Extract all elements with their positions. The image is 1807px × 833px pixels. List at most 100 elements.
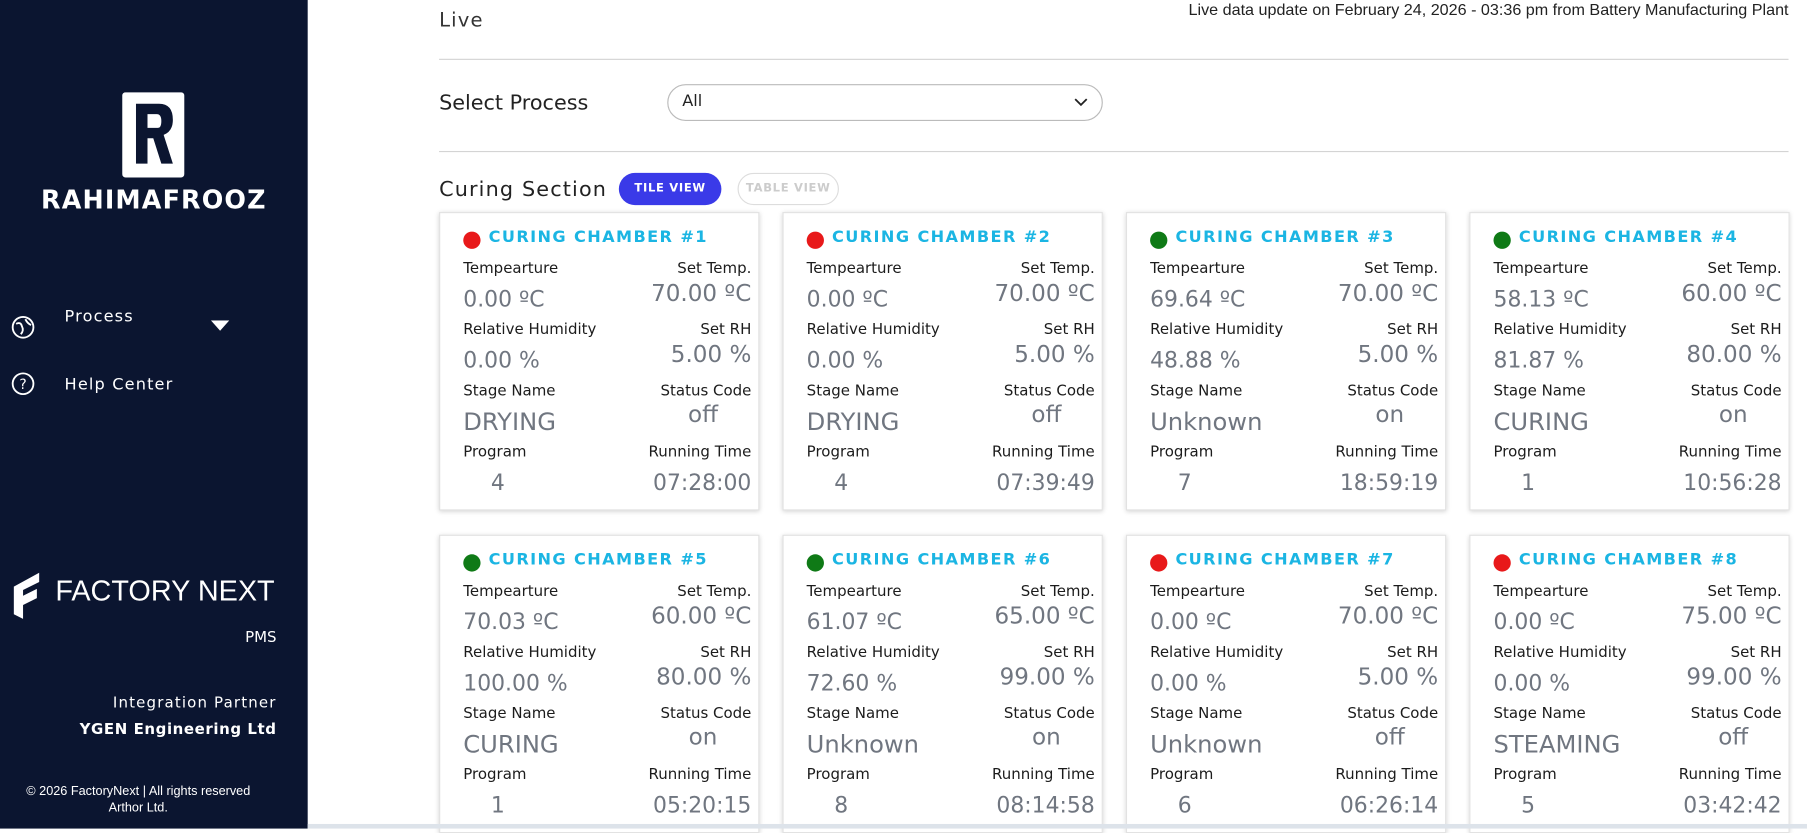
field-value: 70.00 ºC [1337, 278, 1439, 307]
field-value: off [1031, 399, 1062, 428]
field-label: Tempearture [1150, 260, 1246, 278]
status-dot [806, 231, 824, 249]
field-label: Running Time [991, 443, 1095, 461]
sidebar: RAHIMAFROOZ Process ? Help Center FACTOR… [0, 0, 308, 829]
field-label: Tempearture [806, 260, 902, 278]
globe-icon [11, 315, 35, 339]
field-label: Stage Name [1493, 705, 1586, 723]
process-select[interactable]: All [667, 84, 1103, 122]
field-label: Program [1150, 443, 1214, 461]
field-value: 69.64 ºC [1150, 286, 1246, 313]
field-label: Stage Name [1150, 705, 1243, 723]
field-value: on [688, 722, 718, 751]
field-label: Status Code [660, 382, 752, 400]
chamber-card[interactable]: CURING CHAMBER #1 Tempearture Set Temp. 0.0… [439, 212, 760, 511]
field-label: Running Time [648, 766, 752, 784]
field-label: Set Temp. [1707, 583, 1782, 601]
field-value: 80.00 % [1686, 339, 1782, 368]
field-label: Relative Humidity [1150, 321, 1284, 339]
field-value: 0.00 % [1493, 670, 1571, 697]
field-value: 61.07 ºC [806, 609, 902, 635]
field-label: Relative Humidity [806, 644, 940, 662]
nav-item[interactable]: Help Center [64, 375, 174, 395]
field-label: Relative Humidity [1493, 321, 1627, 339]
field-label: Set Temp. [677, 260, 752, 278]
field-value: 07:39:49 [996, 470, 1095, 496]
chamber-card[interactable]: CURING CHAMBER #7 Tempearture Set Temp. 0.0… [1125, 534, 1447, 833]
tab-button[interactable]: TILE VIEW [618, 172, 722, 206]
field-value: STEAMING [1493, 730, 1621, 759]
field-label: Set Temp. [677, 583, 752, 601]
copyright: © 2026 FactoryNext | All rights reserved [26, 784, 251, 799]
copyright: Arthor Ltd. [108, 800, 168, 815]
chamber-name: CURING CHAMBER #7 [1175, 550, 1395, 570]
factory-logo [13, 572, 40, 619]
field-label: Set RH [700, 644, 752, 662]
field-value: off [1718, 722, 1749, 751]
status-dot [1150, 554, 1168, 572]
field-value: 10:56:28 [1683, 470, 1782, 496]
field-label: Tempearture [1493, 583, 1589, 601]
field-value: 81.87 % [1493, 348, 1584, 374]
caret-icon[interactable] [210, 320, 232, 332]
scroll-edge [307, 823, 1807, 829]
chamber-name: CURING CHAMBER #5 [488, 550, 708, 570]
chamber-card[interactable]: CURING CHAMBER #2 Tempearture Set Temp. 0.0… [782, 212, 1103, 511]
status-dot [1150, 231, 1168, 249]
chevron [1074, 98, 1088, 107]
field-value: DRYING [806, 407, 900, 436]
field-label: Running Time [1335, 443, 1439, 461]
field-value: 0.00 % [1150, 670, 1227, 697]
chamber-card[interactable]: CURING CHAMBER #8 Tempearture Set Temp. 0.0… [1469, 534, 1790, 833]
field-value: 0.00 ºC [1150, 609, 1232, 635]
field-label: Relative Humidity [463, 321, 597, 339]
section-title: Curing Section [439, 177, 608, 202]
status-dot [463, 231, 481, 249]
field-value: 5.00 % [1357, 339, 1439, 368]
field-value: 06:26:14 [1339, 792, 1439, 819]
chamber-name: CURING CHAMBER #6 [832, 550, 1052, 570]
field-label: Stage Name [806, 382, 899, 400]
field-value: CURING [463, 730, 559, 759]
field-label: Set Temp. [1020, 260, 1095, 278]
field-value: Unknown [806, 730, 920, 759]
field-value: 05:20:15 [653, 792, 752, 819]
field-label: Set RH [1730, 321, 1782, 339]
product-sub: PMS [245, 629, 277, 647]
field-label: Relative Humidity [1493, 644, 1627, 662]
field-label: Stage Name [463, 705, 556, 723]
status-dot [463, 554, 481, 572]
field-label: Running Time [648, 443, 752, 461]
chamber-card[interactable]: CURING CHAMBER #6 Tempearture Set Temp. 61.… [782, 534, 1103, 833]
tab-button[interactable]: TABLE VIEW [737, 172, 839, 206]
field-value: 0.00 ºC [806, 286, 889, 313]
field-label: Program [1493, 443, 1557, 461]
field-label: Set RH [1730, 644, 1782, 662]
field-label: Set Temp. [1364, 583, 1439, 601]
field-label: Tempearture [463, 260, 559, 278]
chamber-card[interactable]: CURING CHAMBER #5 Tempearture Set Temp. 70.… [439, 534, 760, 833]
field-value: 03:42:42 [1683, 792, 1782, 819]
field-value: 70.00 ºC [1337, 601, 1439, 630]
brand-name: RAHIMAFROOZ [41, 186, 267, 216]
field-label: Relative Humidity [463, 644, 597, 662]
chamber-card[interactable]: CURING CHAMBER #3 Tempearture Set Temp. 69.… [1125, 212, 1447, 511]
partner-label: Integration Partner [112, 694, 277, 713]
nav-item[interactable]: Process [64, 307, 134, 327]
page-title: Live [439, 9, 484, 33]
field-label: Set RH [700, 321, 752, 339]
field-label: Set Temp. [1707, 260, 1782, 278]
field-label: Status Code [1003, 705, 1095, 723]
field-label: Program [463, 766, 527, 784]
field-label: Set RH [1043, 321, 1095, 339]
field-value: on [1718, 399, 1748, 428]
field-value: on [1375, 399, 1405, 428]
field-value: 0.00 % [463, 348, 540, 374]
chamber-name: CURING CHAMBER #3 [1175, 228, 1395, 247]
field-value: 07:28:00 [653, 470, 752, 496]
field-value: 72.60 % [806, 670, 898, 697]
field-label: Set RH [1043, 644, 1095, 662]
field-label: Status Code [1003, 382, 1095, 400]
field-label: Running Time [1678, 766, 1782, 784]
chamber-card[interactable]: CURING CHAMBER #4 Tempearture Set Temp. 58.… [1469, 212, 1790, 511]
